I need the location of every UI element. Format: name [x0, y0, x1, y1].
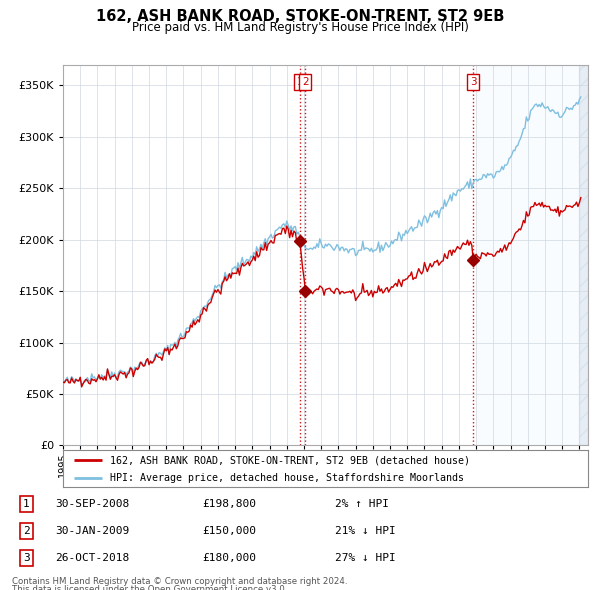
Text: £180,000: £180,000 — [202, 553, 256, 563]
Text: 1: 1 — [23, 499, 30, 509]
Bar — [476, 65, 588, 445]
Text: Price paid vs. HM Land Registry's House Price Index (HPI): Price paid vs. HM Land Registry's House … — [131, 21, 469, 34]
Text: 2: 2 — [23, 526, 30, 536]
Text: 162, ASH BANK ROAD, STOKE-ON-TRENT, ST2 9EB (detached house): 162, ASH BANK ROAD, STOKE-ON-TRENT, ST2 … — [110, 455, 470, 466]
Text: 30-JAN-2009: 30-JAN-2009 — [55, 526, 130, 536]
Text: 2% ↑ HPI: 2% ↑ HPI — [335, 499, 389, 509]
Text: Contains HM Land Registry data © Crown copyright and database right 2024.: Contains HM Land Registry data © Crown c… — [12, 577, 347, 586]
Text: £150,000: £150,000 — [202, 526, 256, 536]
Text: 3: 3 — [470, 77, 476, 87]
Text: 27% ↓ HPI: 27% ↓ HPI — [335, 553, 395, 563]
Text: £198,800: £198,800 — [202, 499, 256, 509]
Text: 2: 2 — [302, 77, 309, 87]
Text: 26-OCT-2018: 26-OCT-2018 — [55, 553, 130, 563]
Text: 21% ↓ HPI: 21% ↓ HPI — [335, 526, 395, 536]
Bar — [580, 65, 588, 445]
Text: 3: 3 — [23, 553, 30, 563]
Text: 1: 1 — [296, 77, 303, 87]
Text: 30-SEP-2008: 30-SEP-2008 — [55, 499, 130, 509]
Text: 162, ASH BANK ROAD, STOKE-ON-TRENT, ST2 9EB: 162, ASH BANK ROAD, STOKE-ON-TRENT, ST2 … — [96, 9, 504, 24]
Text: This data is licensed under the Open Government Licence v3.0.: This data is licensed under the Open Gov… — [12, 585, 287, 590]
Text: HPI: Average price, detached house, Staffordshire Moorlands: HPI: Average price, detached house, Staf… — [110, 473, 464, 483]
